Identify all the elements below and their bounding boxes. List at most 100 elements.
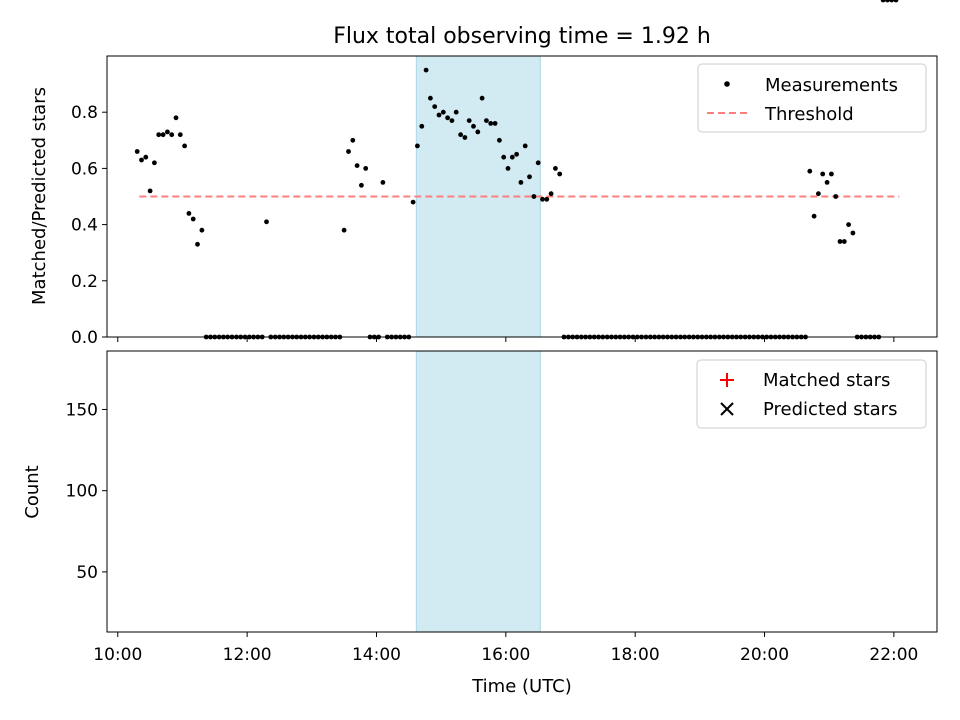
measurement-point [445, 115, 450, 121]
top-panel: 0.00.20.40.60.8 Matched/Predicted stars … [29, 0, 938, 348]
measurement-point [380, 180, 386, 185]
x-tick-label: 16:00 [481, 645, 530, 665]
legend-matched-label: Matched stars [763, 370, 890, 391]
measurement-point [462, 135, 468, 140]
measurement-point [829, 171, 834, 177]
bottom-panel: 50 100 150 10:00 12:00 14:00 16:00 18:00 20:00 2… [22, 350, 938, 697]
measurement-point [156, 132, 162, 138]
bottom-y-ticks: 50 100 150 [66, 400, 107, 583]
measurement-point [436, 112, 442, 118]
measurement-point [432, 104, 438, 109]
measurement-point [509, 154, 515, 160]
measurement-point [346, 149, 351, 154]
measurement-point [134, 149, 140, 154]
measurement-point [410, 199, 416, 205]
measurement-point [147, 188, 153, 194]
measurement-point [359, 182, 364, 188]
measurement-point [540, 196, 545, 202]
measurement-point [850, 230, 856, 236]
measurement-point [177, 132, 183, 138]
top-y-ticks: 0.0 0.2 0.4 0.6 0.8 [71, 103, 107, 348]
bottom-y-tick-label: 100 [66, 482, 98, 502]
measurement-point [449, 118, 455, 123]
measurement-point [880, 0, 886, 3]
top-legend: Measurements Threshold [697, 63, 927, 133]
bottom-x-ticks: 10:00 12:00 14:00 16:00 18:00 20:00 22:00 [93, 632, 918, 665]
measurement-point [824, 180, 830, 185]
bottom-axes-frame [106, 350, 938, 633]
measurement-point [466, 118, 472, 123]
measurement-point [531, 194, 537, 199]
measurement-point [341, 227, 347, 233]
top-legend-frame [697, 63, 927, 133]
legend-measurement-marker [724, 81, 730, 87]
x-axis-label: Time (UTC) [471, 676, 572, 697]
measurement-point [152, 160, 157, 166]
measurement-point [199, 227, 205, 233]
measurement-point [518, 180, 524, 185]
measurement-point [195, 241, 200, 247]
x-tick-label: 18:00 [611, 645, 660, 665]
chart-title: Flux total observing time = 1.92 h [333, 24, 711, 49]
measurement-point [186, 211, 192, 216]
top-y-tick-label: 0.8 [71, 103, 98, 123]
measurement-point [428, 95, 433, 101]
measurement-point [501, 154, 507, 160]
bottom-y-axis-label: Count [22, 465, 43, 518]
measurement-point [143, 154, 149, 160]
measurement-point [548, 191, 554, 197]
measurement-point [885, 0, 890, 3]
measurement-point [479, 95, 485, 101]
bottom-highlight-span [415, 350, 541, 633]
top-highlight-span [415, 55, 541, 338]
bottom-y-tick-label: 150 [66, 400, 98, 420]
measurement-point [522, 143, 528, 149]
measurement-point [363, 166, 369, 171]
top-y-tick-label: 0.0 [71, 328, 98, 348]
measurement-point [488, 121, 494, 126]
x-tick-label: 10:00 [93, 645, 142, 665]
measurement-point [820, 171, 826, 177]
measurement-point [415, 143, 420, 149]
bottom-legend-frame [696, 359, 927, 429]
top-y-axis-label: Matched/Predicted stars [29, 87, 50, 305]
x-tick-label: 12:00 [223, 645, 272, 665]
measurement-point [505, 166, 511, 171]
measurement-point [816, 191, 821, 197]
legend-matched-marker [720, 373, 734, 387]
measurement-point [139, 157, 144, 163]
legend-predicted-marker [720, 402, 734, 416]
measurement-point [889, 0, 895, 3]
measurement-point [811, 213, 817, 219]
measurement-point [182, 143, 188, 149]
top-y-tick-label: 0.4 [71, 216, 98, 236]
measurement-point [544, 196, 550, 202]
measurement-point [807, 168, 813, 174]
measurement-point [557, 171, 563, 177]
measurement-point [893, 0, 899, 3]
top-axes-frame [106, 55, 938, 338]
measurement-point [423, 67, 429, 73]
measurement-point [837, 239, 843, 244]
measurement-point [846, 222, 851, 228]
measurement-point [173, 115, 179, 121]
measurement-point [190, 216, 196, 222]
measurement-point [471, 123, 476, 129]
x-tick-label: 22:00 [869, 645, 918, 665]
measurement-point [484, 118, 489, 123]
measurement-point [535, 160, 541, 166]
measurement-point [419, 123, 425, 129]
measurement-point [350, 137, 356, 143]
bottom-y-tick-label: 50 [76, 563, 98, 583]
legend-threshold-label: Threshold [764, 104, 854, 125]
measurement-point [833, 194, 839, 199]
measurement-point [264, 219, 269, 225]
measurement-point [354, 163, 360, 169]
measurement-point [169, 132, 175, 138]
legend-measurements-label: Measurements [765, 75, 898, 96]
top-x-ticks [117, 337, 895, 342]
top-y-tick-label: 0.6 [71, 159, 98, 179]
measurement-point [160, 132, 166, 138]
top-y-tick-label: 0.2 [71, 272, 98, 292]
